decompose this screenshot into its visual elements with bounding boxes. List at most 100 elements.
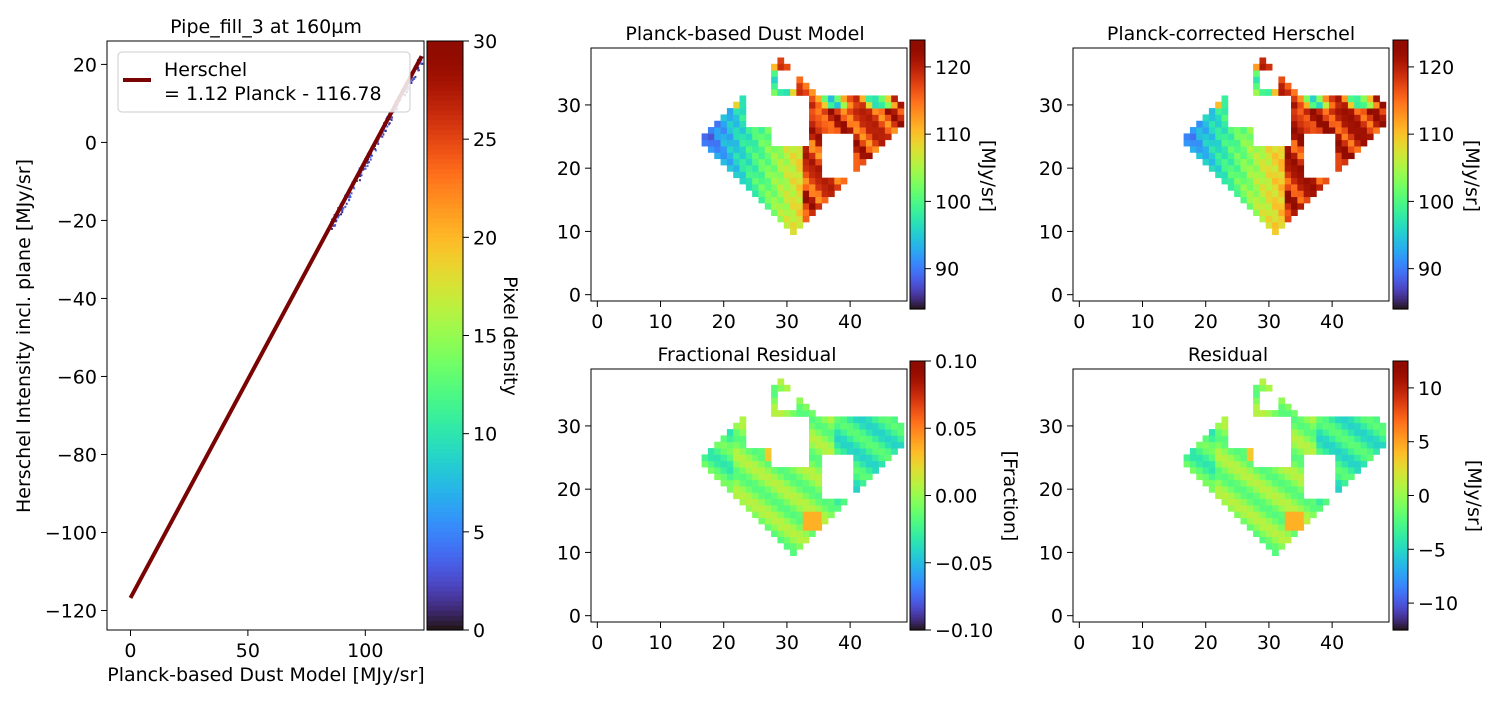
residual-map-cell — [1259, 492, 1267, 500]
colorbar-residual-gradient-step — [1393, 625, 1408, 629]
residual-map-cell — [1297, 454, 1305, 462]
colorbar-planck-dust-model-gradient-step — [910, 120, 925, 124]
colorbar-pixel-density-gradient-step — [427, 335, 463, 342]
planck-dust-model-map-cell — [714, 152, 721, 160]
planck-dust-model-map-cell — [771, 89, 778, 96]
residual-map-cell — [1303, 517, 1311, 525]
planck-dust-model-map-cell — [777, 57, 785, 65]
planck-corrected-herschel-map-cell — [1234, 171, 1241, 179]
colorbar-pixel-density-gradient-step — [427, 487, 463, 494]
colorbar-fractional-residual-gradient-step — [910, 522, 925, 526]
fractional-residual-map-cell — [745, 492, 753, 500]
planck-dust-model-map-cell — [739, 158, 747, 166]
fractional-residual-map-cell — [726, 460, 734, 468]
planck-corrected-herschel-map-cell — [1373, 114, 1380, 122]
colorbar-fractional-residual-gradient-step — [910, 394, 925, 398]
colorbar-pixel-density-gradient-step — [427, 507, 463, 513]
colorbar-planck-dust-model-gradient-step — [910, 266, 925, 270]
planck-dust-model-map-cell — [846, 101, 854, 109]
colorbar-planck-dust-model-gradient-step — [910, 304, 925, 308]
residual-map-cell — [1202, 473, 1210, 481]
colorbar-planck-dust-model-gradient-step — [910, 257, 925, 261]
colorbar-pixel-density-tick-label: 5 — [473, 522, 485, 544]
planck-corrected-herschel-map-cell — [1272, 146, 1279, 153]
planck-corrected-herschel-map-cell — [1272, 228, 1279, 235]
fractional-residual-map-cell — [745, 473, 753, 481]
colorbar-fractional-residual-gradient-step — [910, 367, 925, 371]
fractional-residual-map-cell — [859, 422, 867, 430]
colorbar-fractional-residual-gradient-step — [910, 569, 925, 573]
planck-corrected-herschel-map-cell — [1272, 152, 1279, 160]
planck-dust-model-map-cell — [720, 127, 728, 134]
planck-corrected-herschel-map-cell — [1303, 95, 1311, 103]
planck-corrected-herschel-map-cell — [1259, 215, 1267, 223]
density-point — [414, 75, 417, 78]
residual-map-cell — [1278, 486, 1286, 493]
residual-map-cell — [1297, 517, 1305, 525]
planck-dust-model-map-cell — [865, 133, 873, 141]
colorbar-pixel-density-gradient-step — [427, 600, 463, 607]
residual-y-tick-label: 30 — [1039, 416, 1063, 438]
colorbar-fractional-residual-gradient-step — [910, 378, 925, 382]
residual-map-cell — [1360, 441, 1368, 449]
fractional-residual-map-cell — [865, 422, 873, 430]
planck-corrected-herschel-map-cell — [1259, 177, 1267, 185]
planck-corrected-herschel-map-cell — [1189, 139, 1197, 147]
colorbar-fractional-residual-gradient-step — [910, 560, 925, 564]
planck-corrected-herschel-map-cell — [1303, 101, 1311, 109]
colorbar-planck-corrected-herschel-gradient-step — [1393, 275, 1408, 279]
colorbar-planck-dust-model-gradient-step — [910, 161, 925, 164]
planck-dust-model-x-tick-label: 20 — [712, 311, 736, 333]
planck-corrected-herschel-map-cell — [1215, 114, 1222, 122]
colorbar-planck-corrected-herschel-gradient-step — [1393, 248, 1408, 252]
planck-dust-model-map-cell — [796, 152, 804, 160]
colorbar-pixel-density-gradient-step — [427, 379, 463, 386]
residual-map-cell — [1253, 384, 1260, 392]
colorbar-pixel-density-gradient-step — [427, 360, 463, 366]
fit-line — [128, 55, 424, 599]
planck-dust-model-map-cell — [865, 139, 873, 147]
residual-map-cell — [1366, 422, 1374, 430]
planck-dust-model-map-cell — [878, 127, 886, 134]
fractional-residual-map-cell — [777, 378, 785, 386]
colorbar-planck-corrected-herschel-gradient-step — [1393, 232, 1408, 236]
colorbar-planck-dust-model-gradient-step — [910, 73, 925, 77]
planck-corrected-herschel-map-cell — [1291, 108, 1298, 115]
colorbar-planck-corrected-herschel-gradient-step — [1393, 136, 1408, 140]
residual-x-tick-label: 0 — [1073, 632, 1085, 654]
residual-map-cell — [1341, 467, 1349, 474]
residual-map-cell — [1253, 498, 1260, 506]
planck-dust-model-map-cell — [809, 165, 816, 172]
planck-dust-model-map-cell — [790, 146, 797, 153]
fractional-residual-map-cell — [771, 523, 778, 531]
planck-dust-model-map-cell — [840, 127, 848, 134]
colorbar-pixel-density-gradient-step — [427, 94, 463, 101]
colorbar-residual-gradient-step — [1393, 605, 1408, 609]
panel-title-fractional-residual: Fractional Residual — [657, 344, 836, 366]
colorbar-pixel-density-gradient-step — [427, 193, 463, 199]
colorbar-planck-corrected-herschel-gradient-step — [1393, 288, 1408, 292]
planck-corrected-herschel-map-cell — [1297, 108, 1305, 115]
planck-corrected-herschel-map-cell — [1240, 190, 1248, 198]
residual-map-cell — [1373, 422, 1380, 430]
planck-dust-model-x-tick-label: 30 — [775, 311, 799, 333]
residual-map-cell — [1221, 498, 1229, 506]
colorbar-fractional-residual-gradient-step — [910, 531, 925, 535]
fractional-residual-map-cell — [828, 429, 835, 436]
fractional-residual-map-cell — [821, 416, 829, 424]
colorbar-residual-gradient-step — [1393, 493, 1408, 497]
planck-corrected-herschel-map-cell — [1253, 63, 1260, 71]
planck-dust-model-map-cell — [859, 101, 867, 109]
fractional-residual-map-cell — [809, 441, 816, 449]
fractional-residual-map-cell — [739, 454, 747, 462]
colorbar-planck-dust-model-gradient-step — [910, 100, 925, 104]
planck-dust-model-map-cell — [884, 120, 892, 128]
colorbar-planck-corrected-herschel-gradient-step — [1393, 131, 1408, 135]
residual-map-cell — [1284, 479, 1292, 487]
fractional-residual-map-cell — [752, 473, 759, 481]
colorbar-planck-corrected-herschel-gradient-step — [1393, 120, 1408, 124]
residual-map-cell — [1272, 486, 1279, 493]
residual-map-cell — [1272, 473, 1279, 481]
colorbar-planck-corrected-herschel-gradient-step — [1393, 214, 1408, 218]
